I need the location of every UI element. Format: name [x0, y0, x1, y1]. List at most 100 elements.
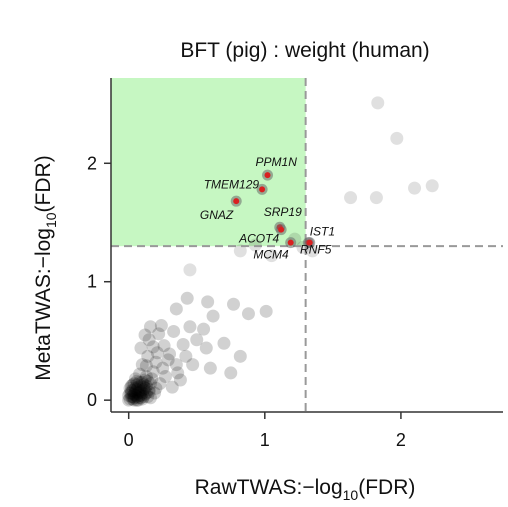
- gene-label-acot4: ACOT4: [238, 232, 279, 246]
- gene-label-ppm1n: PPM1N: [256, 155, 298, 169]
- background-point: [124, 390, 138, 404]
- background-point: [217, 336, 231, 350]
- background-point: [142, 333, 156, 347]
- background-point: [135, 392, 149, 406]
- gene-label-srp19: SRP19: [264, 205, 302, 219]
- background-point: [130, 378, 144, 392]
- background-point: [123, 381, 137, 395]
- background-point: [161, 353, 175, 367]
- background-point: [139, 386, 153, 400]
- background-point: [137, 378, 151, 392]
- background-point: [138, 373, 152, 387]
- background-point: [130, 374, 144, 388]
- background-point: [203, 361, 217, 375]
- background-point: [169, 358, 183, 372]
- x-ticks: 0 1 2: [124, 412, 406, 450]
- background-point: [141, 390, 155, 404]
- background-point: [143, 391, 157, 405]
- highlight-point-ppm1n: [264, 172, 271, 179]
- background-point: [124, 379, 138, 393]
- background-point: [179, 349, 193, 363]
- background-point: [148, 386, 162, 400]
- background-point: [183, 263, 197, 277]
- background-point: [126, 384, 140, 398]
- background-point: [134, 385, 148, 399]
- background-point: [129, 381, 142, 395]
- highlight-point-mcm4: [287, 239, 294, 246]
- highlight-point-tmem129: [259, 186, 266, 193]
- background-point: [127, 377, 141, 391]
- background-point: [163, 347, 177, 361]
- background-point: [131, 386, 145, 400]
- background-point: [173, 373, 187, 387]
- background-point: [129, 385, 142, 399]
- background-point: [131, 393, 145, 407]
- background-point: [156, 361, 170, 375]
- background-point: [130, 393, 144, 407]
- background-point: [127, 391, 141, 405]
- y-tick-label: 0: [87, 390, 97, 410]
- background-point: [137, 380, 151, 394]
- gene-label-mcm4: MCM4: [253, 248, 289, 262]
- background-point: [180, 291, 194, 305]
- background-point: [233, 349, 247, 363]
- background-point: [248, 238, 262, 252]
- background-point: [122, 388, 136, 402]
- background-point: [138, 328, 152, 342]
- gene-label-ist1: IST1: [310, 225, 335, 239]
- y-axis-label-subscript: 10: [43, 212, 59, 228]
- background-point: [134, 379, 148, 393]
- background-point: [142, 385, 156, 399]
- y-axis-label-main: MetaTWAS:−log: [32, 228, 55, 381]
- background-point: [133, 384, 147, 398]
- x-tick-label: 0: [124, 430, 134, 450]
- background-point: [145, 372, 159, 386]
- background-point: [227, 297, 240, 311]
- background-point: [137, 390, 151, 404]
- background-point: [133, 367, 147, 381]
- background-point: [129, 388, 142, 402]
- background-point: [233, 244, 247, 258]
- background-point: [142, 382, 156, 396]
- y-tick-label: 1: [87, 272, 97, 292]
- background-point: [167, 324, 181, 338]
- background-point: [134, 341, 148, 355]
- background-point: [131, 380, 145, 394]
- background-point: [146, 365, 160, 379]
- background-point: [190, 333, 204, 347]
- gene-labels: PPM1N TMEM129 GNAZ SRP19 ACOT4 MCM4 IST1 RNF5: [200, 155, 335, 262]
- background-point: [138, 387, 152, 401]
- background-point: [206, 309, 220, 323]
- background-point: [123, 392, 137, 406]
- background-point: [141, 349, 155, 363]
- background-point: [130, 382, 144, 396]
- background-point: [408, 181, 422, 195]
- chart-title: BFT (pig) : weight (human): [180, 39, 429, 62]
- background-point: [124, 386, 138, 400]
- background-point: [369, 191, 383, 205]
- y-axis-label-tail: (FDR): [32, 155, 55, 212]
- background-point: [146, 340, 160, 354]
- background-point: [133, 375, 147, 389]
- x-axis-label-subscript: 10: [343, 487, 359, 503]
- background-point: [129, 372, 142, 386]
- highlight-point-acot4: [278, 226, 285, 233]
- background-point: [169, 302, 183, 316]
- background-point: [201, 295, 215, 309]
- background-point: [183, 320, 197, 334]
- background-point: [124, 384, 138, 398]
- background-point: [139, 359, 153, 373]
- background-point: [126, 378, 140, 392]
- x-axis-label: RawTWAS:−log10(FDR): [195, 476, 416, 503]
- background-point: [133, 388, 147, 402]
- background-point: [171, 366, 185, 380]
- background-point: [153, 377, 167, 391]
- highlighted-points: [230, 169, 316, 249]
- y-ticks: 0 1 2: [87, 153, 111, 410]
- gene-label-rnf5: RNF5: [300, 243, 332, 257]
- y-axis-label: MetaTWAS:−log10(FDR): [32, 155, 59, 380]
- background-point: [157, 339, 171, 353]
- x-axis-label-tail: (FDR): [358, 476, 415, 499]
- background-point: [425, 179, 439, 193]
